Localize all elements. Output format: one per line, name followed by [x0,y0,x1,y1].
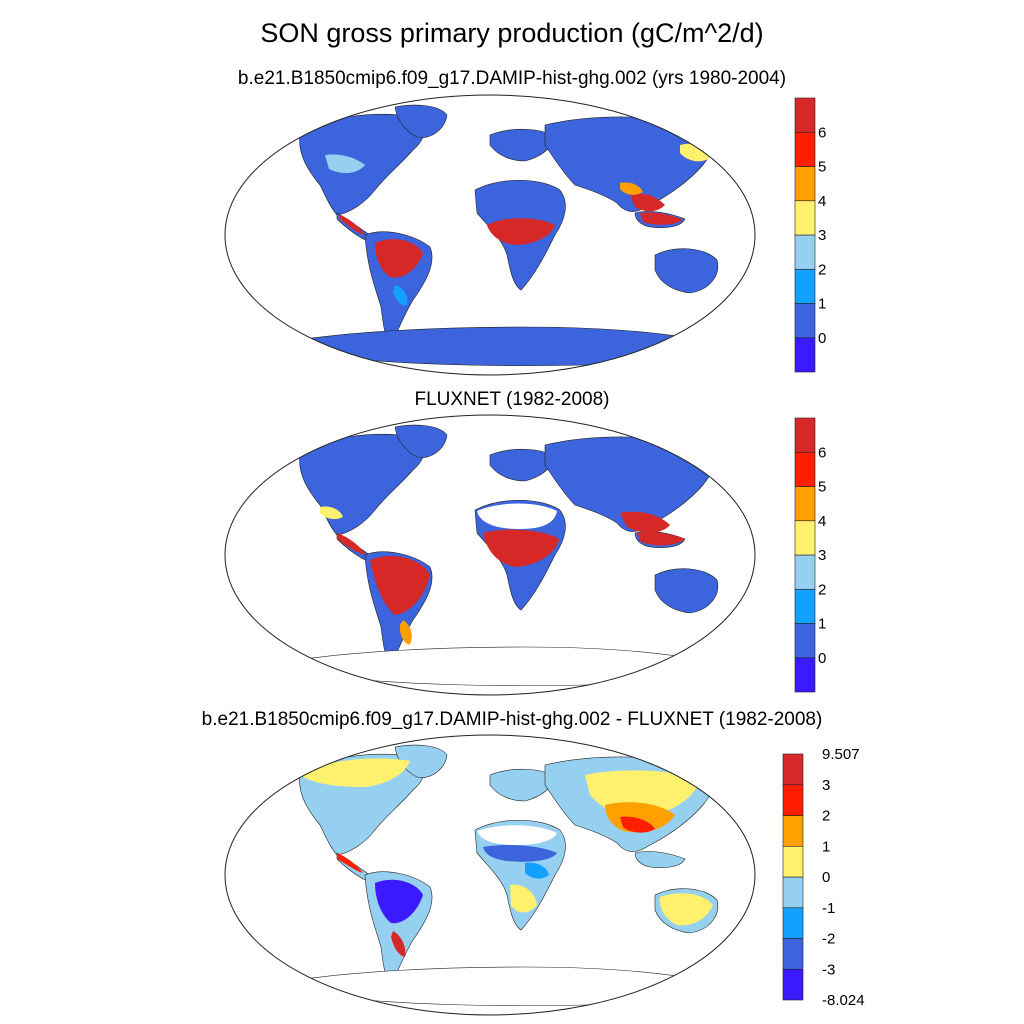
colorbar-segment [782,876,804,909]
colorbar-segment [794,234,816,270]
colorbar-tick-label: 6 [818,124,826,141]
colorbar-segment [794,337,816,373]
colorbar-segment [782,815,804,847]
panel-1-map [279,104,726,367]
colorbar-tick-label: 5 [818,159,826,176]
colorbar-tick-label: -1 [822,900,835,917]
colorbar-segment [782,845,804,878]
colorbar-tick-label: 3 [818,547,826,564]
colorbar-segment [782,938,804,970]
colorbar-tick-label: 0 [822,869,830,886]
panel-1-colorbar: 0 1 2 3 4 5 6 [794,97,826,373]
panel-1-title: b.e21.B1850cmip6.f09_g17.DAMIP-hist-ghg.… [237,68,787,89]
colorbar-tick-label: 4 [818,193,826,210]
panel-2-title: FLUXNET (1982-2008) [414,389,610,410]
colorbar-segment [794,486,816,522]
colorbar-tick-label: 9.507 [822,746,860,763]
colorbar-tick-label: 2 [818,261,826,278]
colorbar-segment [794,451,816,487]
panel-2-map [279,424,726,687]
colorbar-segment [794,588,816,624]
colorbar-tick-label: 3 [822,777,830,794]
panel-3-colorbar: -8.024 -3 -2 -1 0 1 2 3 9.507 [782,746,865,1009]
panel-1-map-border [224,94,756,376]
colorbar-tick-label: 1 [818,616,826,633]
colorbar-segment [794,303,816,339]
colorbar-segment [794,520,816,556]
colorbar-segment [794,657,816,693]
colorbar-segment [782,907,804,939]
colorbar-segment [794,417,816,453]
colorbar-tick-label: 5 [818,479,826,496]
colorbar-tick-label: -8.024 [822,992,865,1009]
colorbar-segment [794,200,816,236]
colorbar-tick-label: 6 [818,444,826,461]
colorbar-tick-label: -3 [822,961,835,978]
panel-2-map-border [224,414,756,696]
colorbar-tick-label: 4 [818,513,826,530]
colorbar-segment [794,268,816,304]
panel-3-map-border [224,734,756,1016]
colorbar-segment [794,131,816,167]
colorbar-segment [794,623,816,659]
panel-3-title: b.e21.B1850cmip6.f09_g17.DAMIP-hist-ghg.… [201,709,823,730]
panel-3-map [279,744,726,1007]
colorbar-segment [794,554,816,590]
colorbar-tick-label: 1 [822,838,830,855]
panel-2-colorbar: 0 1 2 3 4 5 6 [794,417,826,693]
colorbar-segment [782,968,804,1001]
colorbar-segment [794,97,816,133]
colorbar-tick-label: 2 [822,808,830,825]
colorbar-tick-label: 0 [818,330,826,347]
colorbar-segment [782,784,804,816]
colorbar-tick-label: 0 [818,650,826,667]
colorbar-segment [794,166,816,202]
colorbar-tick-label: -2 [822,931,835,948]
figure-title: SON gross primary production (gC/m^2/d) [260,18,764,48]
colorbar-segment [782,753,804,786]
colorbar-tick-label: 2 [818,581,826,598]
colorbar-tick-label: 3 [818,227,826,244]
colorbar-tick-label: 1 [818,296,826,313]
